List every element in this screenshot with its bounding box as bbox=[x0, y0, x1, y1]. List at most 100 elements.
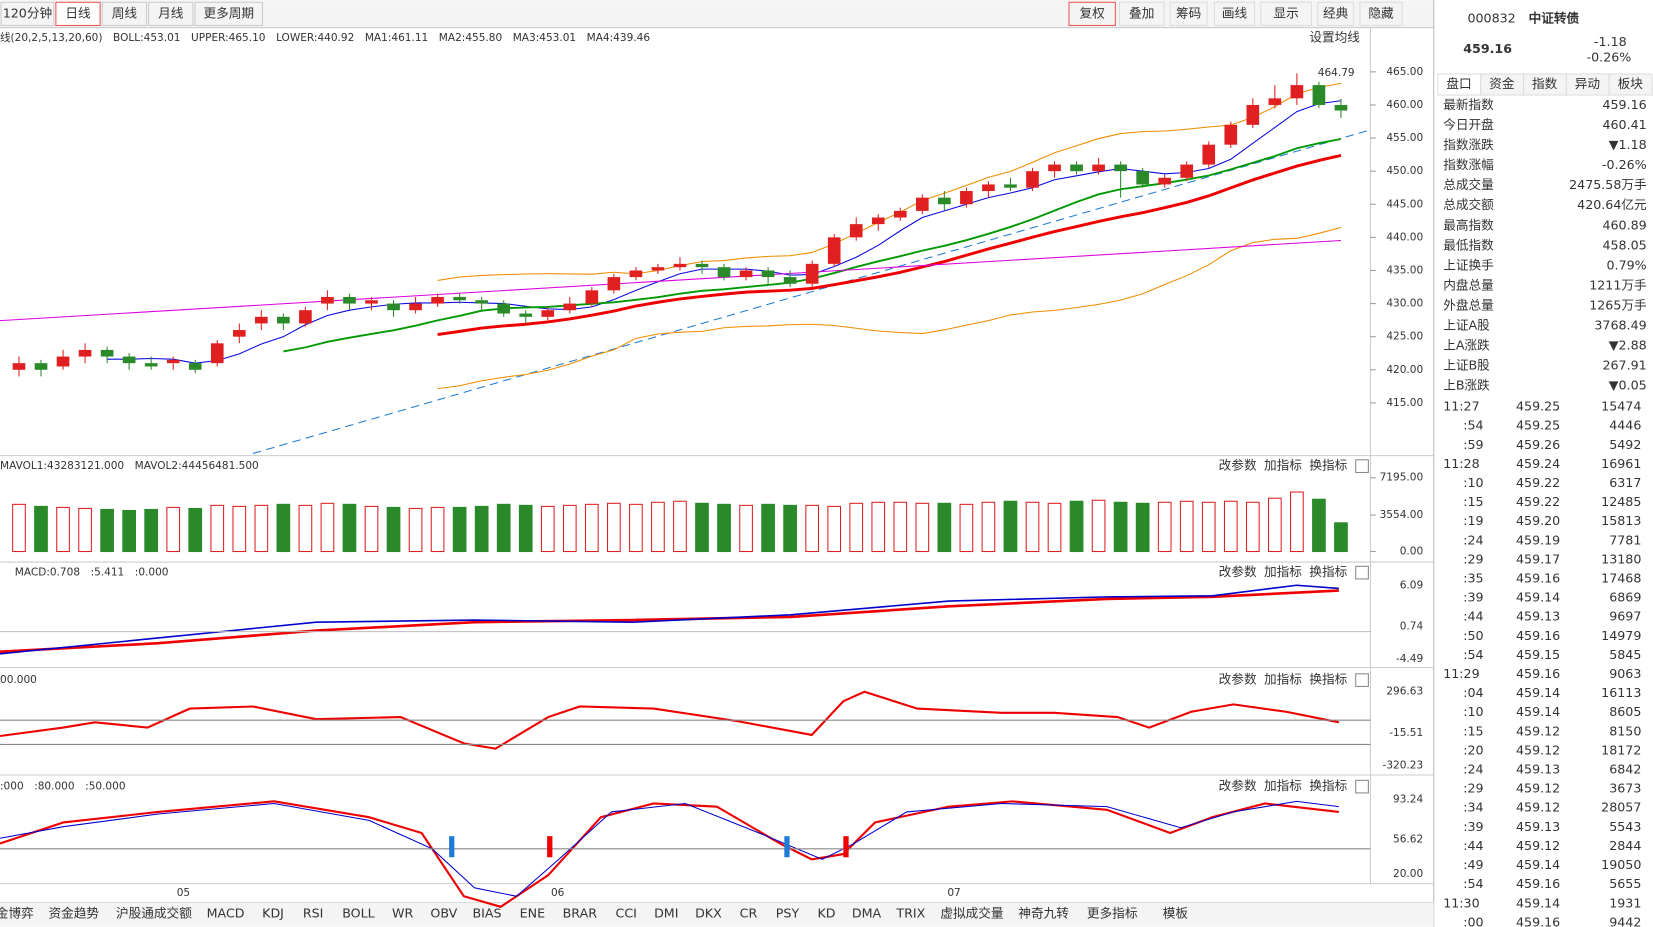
tool-label[interactable]: 复权 bbox=[1080, 5, 1106, 20]
trade-price: 459.14 bbox=[1516, 857, 1560, 872]
panel-btn[interactable]: 加指标 bbox=[1264, 672, 1302, 687]
indicator-tab[interactable]: CCI bbox=[616, 906, 637, 921]
y-tick-label: 20.00 bbox=[1393, 868, 1423, 880]
indicator-tab[interactable]: ENE bbox=[520, 906, 545, 921]
panel-btn[interactable]: 改参数 bbox=[1219, 458, 1257, 473]
period-btn[interactable] bbox=[194, 1, 264, 27]
candle-body bbox=[541, 310, 555, 317]
side-tab-label[interactable]: 资金 bbox=[1489, 76, 1515, 91]
panel-btn[interactable]: 加指标 bbox=[1264, 778, 1302, 793]
indicator-tab[interactable]: BRAR bbox=[563, 906, 598, 921]
indicator-tab[interactable]: BOLL bbox=[342, 906, 374, 921]
indicator-tab[interactable]: DKX bbox=[695, 906, 722, 921]
side-tab-label[interactable]: 盘口 bbox=[1446, 76, 1471, 91]
tool-btn[interactable] bbox=[1119, 1, 1165, 27]
tool-label[interactable]: 显示 bbox=[1273, 5, 1298, 20]
panel-btn[interactable]: 换指标 bbox=[1309, 778, 1347, 793]
indicator-tab[interactable]: KD bbox=[817, 906, 835, 921]
candle-body bbox=[982, 184, 995, 192]
volume-bar bbox=[695, 502, 709, 553]
period-label[interactable]: 月线 bbox=[158, 5, 184, 20]
tool-label[interactable]: 叠加 bbox=[1129, 5, 1154, 20]
trade-price: 459.16 bbox=[1516, 666, 1560, 681]
close-btn[interactable] bbox=[1355, 459, 1369, 473]
volume-bar bbox=[717, 503, 731, 553]
candle-body bbox=[827, 237, 841, 264]
indicator-tab[interactable]: 更多指标 bbox=[1087, 906, 1138, 921]
candle-body bbox=[1158, 177, 1172, 185]
indicator-tab[interactable]: DMA bbox=[852, 906, 882, 921]
close-btn[interactable] bbox=[1355, 779, 1369, 794]
indicator-tab[interactable]: CR bbox=[740, 906, 758, 921]
volume-bar bbox=[1290, 491, 1304, 553]
y-tick-label: -15.51 bbox=[1389, 727, 1423, 739]
indicator-tab[interactable]: WR bbox=[392, 906, 413, 921]
side-tab-label[interactable]: 异动 bbox=[1575, 76, 1600, 91]
indicator-tab[interactable]: KDJ bbox=[262, 906, 284, 921]
y-tick-label: -4.49 bbox=[1396, 653, 1423, 665]
panel-btn[interactable]: 改参数 bbox=[1219, 564, 1257, 579]
period-label[interactable]: 120分钟 bbox=[3, 5, 52, 20]
period-btn[interactable] bbox=[0, 1, 55, 27]
tool-label[interactable]: 筹码 bbox=[1176, 5, 1201, 20]
y-tick-label: 450.00 bbox=[1386, 165, 1423, 177]
period-label[interactable]: 更多周期 bbox=[203, 5, 254, 20]
indicator-tab[interactable]: 沪股通成交额 bbox=[116, 906, 192, 921]
side-tab-label[interactable]: 指数 bbox=[1532, 76, 1558, 91]
tool-label[interactable]: 经典 bbox=[1323, 5, 1349, 20]
side-tab-label[interactable]: 板块 bbox=[1618, 76, 1644, 91]
tool-label[interactable]: 画线 bbox=[1222, 5, 1248, 20]
tool-btn[interactable] bbox=[1213, 1, 1256, 27]
tool-label[interactable]: 隐藏 bbox=[1368, 5, 1394, 20]
indicator-tab[interactable]: 神奇九转 bbox=[1018, 906, 1069, 921]
panel-btn[interactable]: 换指标 bbox=[1309, 458, 1347, 473]
indicator-tab[interactable]: DMI bbox=[654, 906, 678, 921]
quote-value: 0.79% bbox=[1607, 257, 1647, 272]
panel-btn[interactable]: 加指标 bbox=[1264, 564, 1302, 579]
panel-btn[interactable]: 换指标 bbox=[1309, 672, 1347, 687]
tool-btn[interactable] bbox=[1317, 1, 1355, 27]
panel-btn[interactable]: 换指标 bbox=[1309, 564, 1347, 579]
indicator-tab[interactable]: 模板 bbox=[1163, 906, 1189, 921]
panel-btn[interactable]: 加指标 bbox=[1264, 458, 1302, 473]
trade-volume: 6317 bbox=[1609, 475, 1641, 490]
tool-btn[interactable] bbox=[1359, 1, 1403, 27]
tool-btn[interactable] bbox=[1260, 1, 1312, 27]
candle-body bbox=[387, 303, 400, 311]
period-btn[interactable] bbox=[148, 1, 194, 27]
candle-body bbox=[453, 296, 466, 301]
candle-body bbox=[761, 270, 775, 278]
period-label[interactable]: 周线 bbox=[112, 5, 138, 20]
side-tab[interactable] bbox=[1608, 73, 1653, 96]
panel-btn[interactable]: 改参数 bbox=[1219, 778, 1257, 793]
indicator-tab[interactable]: 虚拟成交量 bbox=[940, 906, 1004, 921]
indicator-tab[interactable]: RSI bbox=[303, 906, 324, 921]
indicator-tab[interactable]: OBV bbox=[430, 906, 457, 921]
trade-price: 459.16 bbox=[1516, 628, 1560, 643]
indicator-tab[interactable]: MACD bbox=[207, 906, 245, 921]
tool-btn[interactable] bbox=[1068, 1, 1116, 27]
panel-btn[interactable]: 改参数 bbox=[1219, 672, 1257, 687]
candle-body bbox=[365, 300, 378, 304]
candle-body bbox=[497, 303, 511, 314]
period-label[interactable]: 日线 bbox=[65, 5, 91, 20]
period-btn[interactable] bbox=[101, 1, 148, 27]
period-btn[interactable] bbox=[55, 1, 101, 27]
indicator-tab[interactable]: 金博弈 bbox=[0, 906, 34, 921]
trade-volume: 16113 bbox=[1601, 685, 1641, 700]
close-btn[interactable] bbox=[1355, 673, 1369, 687]
indicator-tab[interactable]: BIAS bbox=[473, 906, 502, 921]
trade-price: 459.22 bbox=[1516, 475, 1560, 490]
indicator-tab[interactable]: 资金趋势 bbox=[49, 906, 100, 921]
close-btn[interactable] bbox=[1355, 565, 1369, 580]
indicator-tab[interactable]: PSY bbox=[776, 906, 800, 921]
candle-body bbox=[1048, 164, 1061, 172]
trade-price: 459.22 bbox=[1516, 494, 1560, 509]
y-tick-label: 415.00 bbox=[1386, 397, 1423, 409]
indicator-tab[interactable]: TRIX bbox=[895, 906, 925, 921]
tool-btn[interactable] bbox=[1169, 1, 1208, 27]
set-ma[interactable]: 设置均线 bbox=[1309, 30, 1360, 45]
trade-time: :54 bbox=[1463, 418, 1483, 433]
